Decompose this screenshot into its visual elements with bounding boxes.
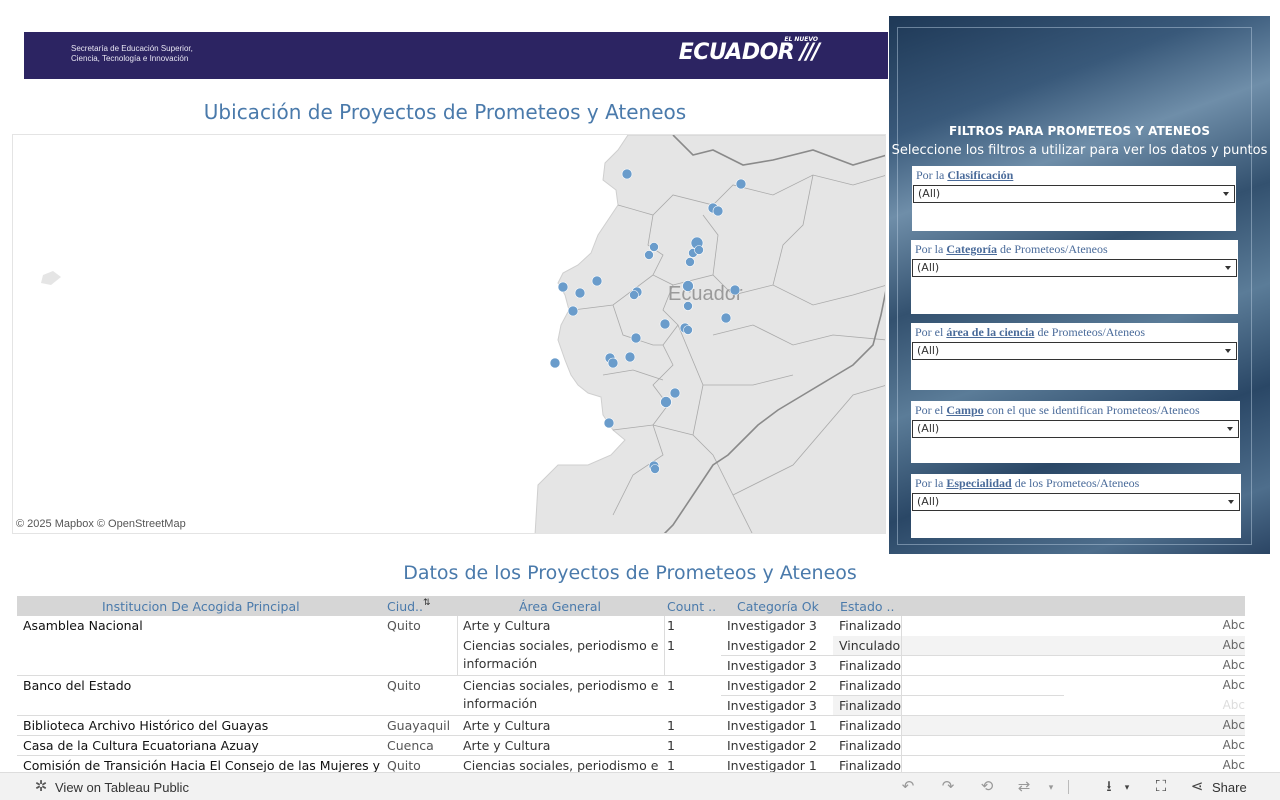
undo-icon[interactable]: ↶ — [901, 778, 915, 795]
refresh-icon[interactable]: ⇄ — [1017, 778, 1031, 795]
filter-panel-title: FILTROS PARA PROMETEOS Y ATENEOS — [949, 124, 1210, 138]
share-button[interactable]: Share — [1212, 780, 1247, 795]
header-estado[interactable]: Estado .. — [840, 599, 895, 614]
header-ciudad[interactable]: Ciud.. — [387, 599, 424, 614]
filter-clasificacion: Por la Clasificación (All) — [912, 166, 1236, 231]
especialidad-dropdown[interactable]: (All) — [912, 493, 1240, 511]
chevron-down-icon — [1225, 349, 1231, 353]
header-banner: Secretaría de Educación Superior, Cienci… — [24, 32, 888, 79]
campo-dropdown[interactable]: (All) — [912, 420, 1239, 438]
filter-area-ciencia: Por el área de la ciencia de Prometeos/A… — [911, 323, 1238, 390]
header-institucion[interactable]: Institucion De Acogida Principal — [102, 599, 300, 614]
sort-descending-icon[interactable]: ⇅ — [423, 598, 431, 608]
map-points[interactable] — [549, 168, 747, 474]
table-title: Datos de los Proyectos de Prometeos y At… — [403, 562, 857, 584]
secretaria-text: Secretaría de Educación Superior, Cienci… — [71, 44, 193, 63]
chevron-down-icon — [1227, 427, 1233, 431]
clasificacion-dropdown[interactable]: (All) — [913, 185, 1235, 203]
share-icon[interactable]: ⋖ — [1190, 778, 1204, 795]
redo-icon[interactable]: ↷ — [941, 778, 955, 795]
view-on-tableau-link[interactable]: View on Tableau Public — [55, 780, 189, 795]
chevron-down-icon — [1225, 266, 1231, 270]
table-header: Institucion De Acogida Principal Ciud.. … — [17, 596, 1245, 616]
fullscreen-icon[interactable]: ⛶ — [1155, 778, 1167, 795]
chevron-down-icon — [1228, 500, 1234, 504]
area-ciencia-dropdown[interactable]: (All) — [912, 342, 1237, 360]
chevron-down-icon[interactable]: ▾ — [1048, 782, 1054, 792]
map-attribution[interactable]: © 2025 Mapbox © OpenStreetMap — [16, 518, 186, 530]
header-count[interactable]: Count .. — [667, 599, 717, 614]
filter-categoria: Por la Categoría de Prometeos/Ateneos (A… — [911, 240, 1238, 314]
header-area-general[interactable]: Área General — [519, 599, 602, 614]
revert-icon[interactable]: ⟲ — [980, 778, 994, 795]
tableau-logo-icon: ✲ — [34, 778, 48, 795]
map-view[interactable]: Ecuador — [12, 134, 886, 534]
chevron-down-icon — [1223, 192, 1229, 196]
ecuador-logo: EL NUEVO ECUADOR /// — [678, 36, 820, 65]
chevron-down-icon[interactable]: ▾ — [1124, 782, 1130, 792]
filter-especialidad: Por la Especialidad de los Prometeos/Ate… — [911, 474, 1241, 538]
filter-panel-subtitle: Seleccione los filtros a utilizar para v… — [891, 143, 1268, 158]
map-svg: Ecuador — [41, 135, 885, 533]
download-icon[interactable]: ⭳ — [1106, 778, 1112, 795]
map-title: Ubicación de Proyectos de Prometeos y At… — [203, 100, 687, 124]
tableau-toolbar: ✲ View on Tableau Public ↶ ↷ ⟲ ⇄ ▾ ⭳ ▾ ⛶… — [0, 772, 1280, 800]
filter-campo: Por el Campo con el que se identifican P… — [911, 401, 1240, 463]
categoria-dropdown[interactable]: (All) — [912, 259, 1237, 277]
header-categoria[interactable]: Categoría Ok — [737, 599, 819, 614]
